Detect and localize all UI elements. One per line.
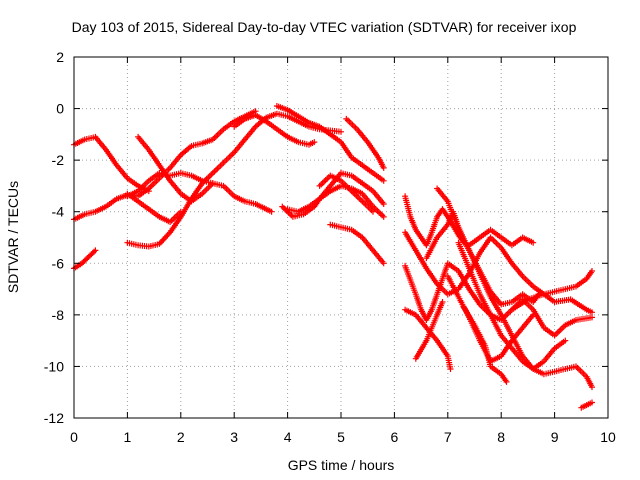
point-markers: [460, 304, 510, 385]
series-track-6: [124, 190, 184, 225]
x-tick-label: 2: [177, 429, 185, 445]
point-markers: [71, 133, 152, 195]
series-track-9: [231, 112, 318, 148]
series-track-14: [343, 115, 387, 171]
y-tick-label: 0: [56, 101, 64, 117]
y-tick-label: -12: [44, 410, 64, 426]
data-points: [71, 103, 595, 411]
point-markers: [412, 299, 446, 362]
point-markers: [316, 172, 376, 215]
point-markers: [124, 190, 184, 225]
x-tick-label: 4: [284, 429, 292, 445]
x-tick-label: 8: [497, 429, 505, 445]
point-markers: [71, 108, 259, 223]
x-tick-label: 1: [124, 429, 132, 445]
series-track-8: [273, 103, 387, 184]
point-markers: [327, 221, 387, 267]
series-track-13: [327, 221, 387, 267]
point-markers: [71, 247, 99, 272]
x-tick-label: 5: [337, 429, 345, 445]
y-tick-label: -10: [44, 358, 64, 374]
series-track-5: [135, 133, 216, 205]
series-track-27: [578, 399, 595, 411]
series-track-2: [71, 108, 259, 223]
series-track-22: [455, 239, 569, 372]
chart-title: Day 103 of 2015, Sidereal Day-to-day VTE…: [72, 19, 577, 35]
x-tick-label: 10: [600, 429, 616, 445]
y-tick-label: -6: [52, 255, 65, 271]
x-tick-label: 0: [70, 429, 78, 445]
y-tick-label: -4: [52, 204, 65, 220]
axis-ticks: 0 1 2 3 4 5 6 7 8 9 10 2 0 -2 -4 -6 -8 -10 -12: [44, 49, 616, 445]
point-markers: [273, 103, 387, 184]
x-axis-title: GPS time / hours: [288, 457, 395, 473]
point-markers: [508, 291, 595, 316]
y-tick-label: -8: [52, 307, 65, 323]
point-markers: [343, 115, 387, 171]
grid-lines: [74, 57, 608, 418]
point-markers: [124, 110, 344, 250]
series-track-3: [71, 247, 99, 272]
point-markers: [455, 239, 569, 372]
series-track-24: [466, 226, 537, 249]
point-markers: [578, 399, 595, 411]
y-tick-label: -2: [52, 152, 65, 168]
point-markers: [135, 133, 216, 205]
x-tick-label: 9: [551, 429, 559, 445]
series-track-23: [460, 304, 510, 385]
series-track-12: [316, 172, 376, 215]
point-markers: [434, 185, 542, 308]
series-track-7: [124, 110, 344, 250]
series-track-20: [434, 185, 542, 308]
series-track-25: [412, 299, 446, 362]
y-tick-label: 2: [56, 49, 64, 65]
y-axis-title: SDTVAR / TECUs: [5, 181, 21, 293]
point-markers: [466, 226, 537, 249]
x-tick-label: 6: [391, 429, 399, 445]
series-track-26: [508, 291, 595, 316]
series-track-1: [71, 133, 152, 195]
x-tick-label: 3: [230, 429, 238, 445]
x-tick-label: 7: [444, 429, 452, 445]
point-markers: [231, 112, 318, 148]
